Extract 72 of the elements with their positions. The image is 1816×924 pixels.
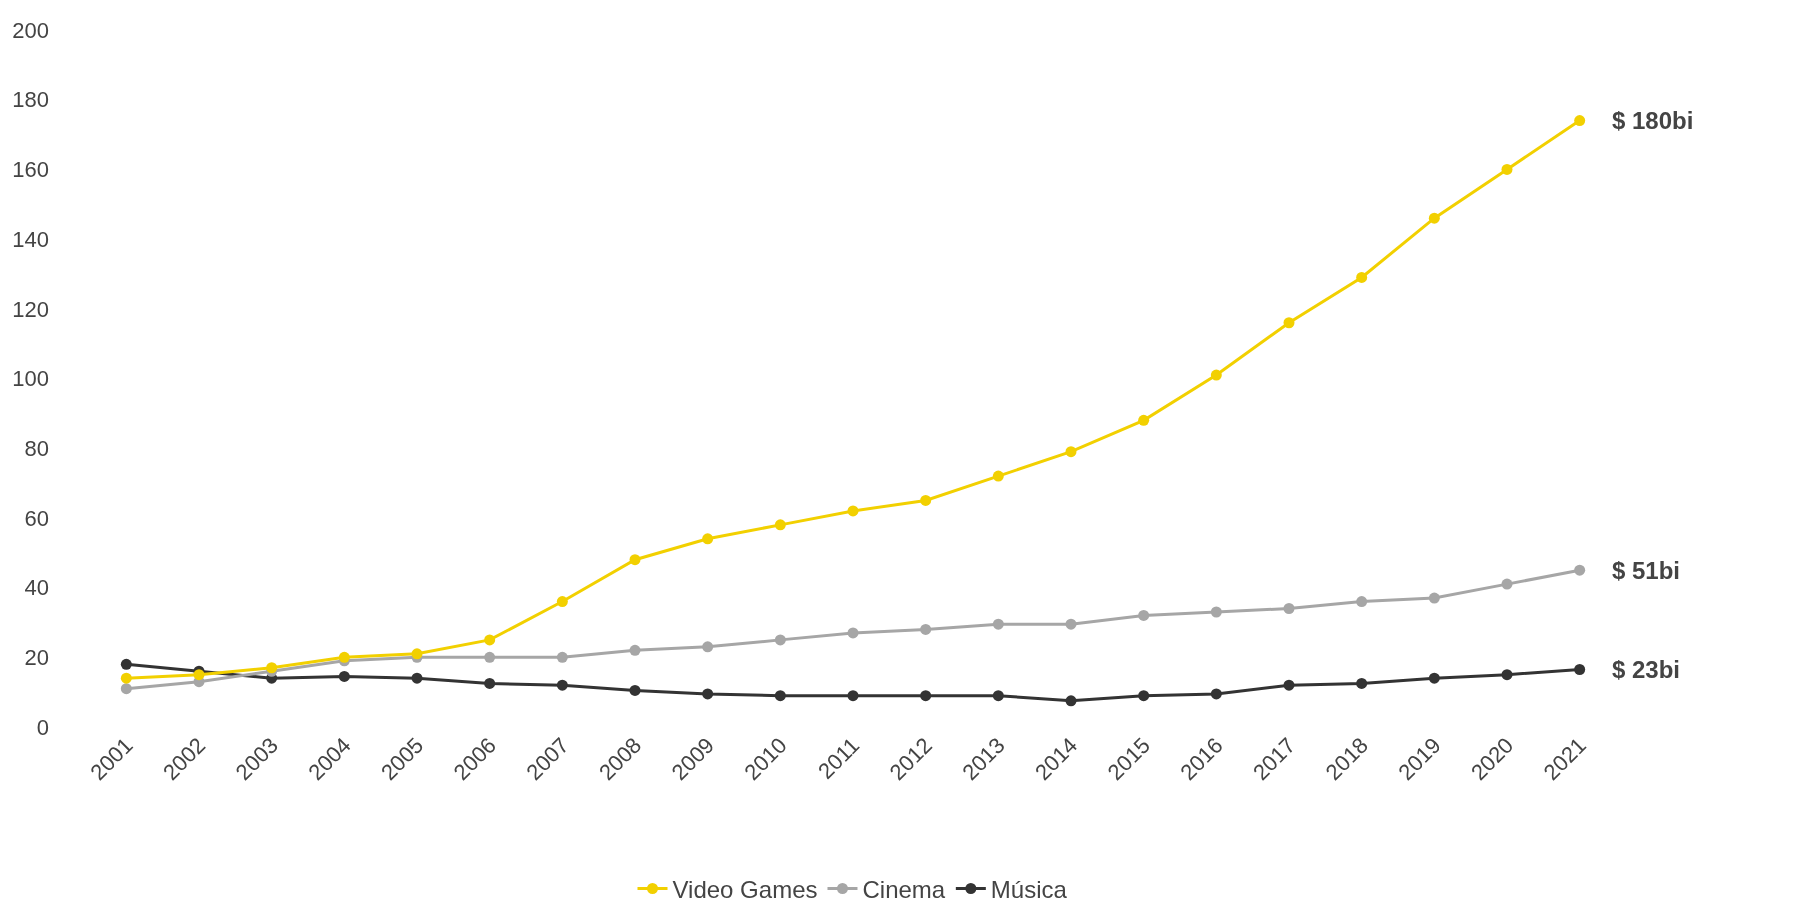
point (1356, 271, 1368, 283)
legend-label: Cinema (862, 875, 946, 903)
point (1283, 317, 1295, 329)
point (1210, 606, 1222, 618)
point (847, 627, 859, 639)
point (338, 651, 350, 663)
legend-label: Música (990, 875, 1068, 903)
point (1210, 688, 1222, 700)
point (774, 690, 786, 702)
point (484, 634, 496, 646)
point (1356, 677, 1368, 689)
point (1501, 669, 1513, 681)
point (1138, 414, 1150, 426)
annotation: $ 180bi (1612, 107, 1694, 134)
point (556, 679, 568, 691)
point (920, 690, 932, 702)
point (1356, 596, 1368, 608)
annotation: $ 23bi (1612, 656, 1681, 683)
point (1574, 664, 1586, 675)
point (992, 618, 1004, 630)
point (992, 690, 1004, 702)
y-tick-label: 180 (12, 87, 49, 113)
y-tick-label: 80 (24, 435, 49, 461)
point (120, 658, 132, 670)
point (702, 533, 714, 545)
point (702, 688, 714, 700)
point (1065, 695, 1077, 707)
point (484, 677, 496, 689)
point (774, 519, 786, 531)
y-tick-label: 120 (12, 296, 49, 322)
point (1210, 369, 1222, 381)
point (1574, 115, 1586, 127)
point (120, 683, 132, 695)
point (1283, 603, 1295, 615)
y-tick-label: 200 (12, 17, 49, 43)
point (1138, 609, 1150, 621)
legend-label: Video Games (672, 875, 818, 903)
point (411, 672, 423, 684)
point (629, 644, 641, 656)
y-tick-label: 160 (12, 157, 49, 183)
point (556, 596, 568, 608)
point (629, 684, 641, 696)
annotation: $ 51bi (1612, 557, 1681, 584)
point (702, 641, 714, 653)
y-tick-label: 20 (24, 645, 49, 670)
point (1283, 679, 1295, 691)
point (920, 623, 932, 635)
point (774, 634, 786, 646)
point (1065, 618, 1077, 630)
point (1574, 564, 1586, 576)
y-tick-label: 0 (36, 714, 49, 740)
point (1501, 163, 1513, 175)
point (1501, 578, 1513, 590)
y-tick-label: 40 (24, 575, 49, 601)
point (629, 554, 641, 566)
point (556, 651, 568, 663)
point (1065, 446, 1077, 458)
point (1428, 592, 1440, 604)
point (484, 651, 496, 663)
y-tick-label: 60 (24, 505, 49, 531)
point (847, 505, 859, 517)
point (920, 494, 932, 506)
point (847, 690, 859, 702)
point (1428, 212, 1440, 224)
point (338, 670, 350, 682)
point (1428, 672, 1440, 684)
point (1138, 690, 1150, 702)
y-tick-label: 100 (12, 366, 49, 392)
point (992, 470, 1004, 482)
point (120, 672, 132, 684)
y-tick-label: 140 (12, 226, 49, 252)
point (193, 669, 205, 681)
